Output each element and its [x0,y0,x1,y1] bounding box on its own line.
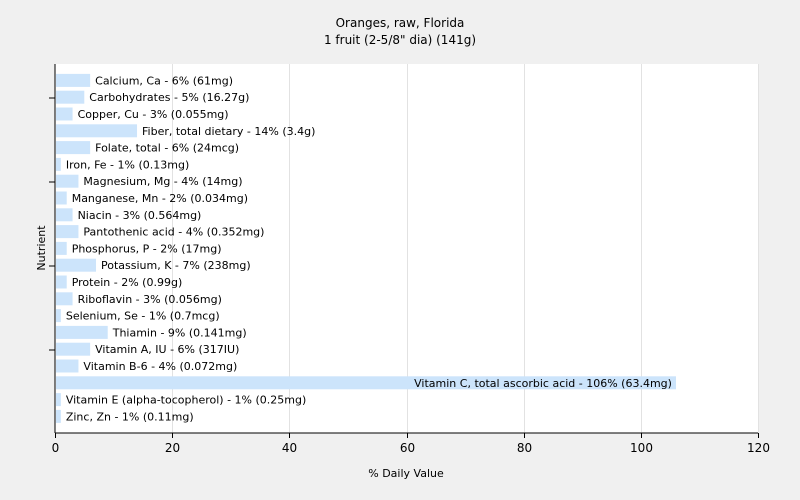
bar [56,241,67,255]
chart-subtitle: 1 fruit (2-5/8" dia) (141g) [324,33,476,47]
bar-label: Vitamin B-6 - 4% (0.072mg) [83,360,237,373]
bar-label: Selenium, Se - 1% (0.7mcg) [66,310,220,323]
bar-labels: Calcium, Ca - 6% (61mg) Carbohydrates - 5… [66,74,672,423]
bar [56,208,73,222]
bar-label: Magnesium, Mg - 4% (14mg) [83,175,242,188]
bar [56,124,138,138]
bar-label: Phosphorus, P - 2% (17mg) [72,242,222,255]
x-tick-label: 0 [52,441,60,455]
bar [56,157,61,171]
bar [56,107,73,121]
y-axis-label: Nutrient [35,225,48,271]
x-tick-label: 100 [630,441,653,455]
bar-label: Fiber, total dietary - 14% (3.4g) [142,125,315,138]
bar-label: Vitamin C, total ascorbic acid - 106% (6… [414,377,672,390]
bars [56,73,676,423]
bar [56,258,97,272]
bar [56,73,91,87]
x-tick-label: 120 [747,441,770,455]
bar [56,90,85,104]
bar-label: Pantothenic acid - 4% (0.352mg) [83,226,264,239]
bar [56,342,91,356]
chart-title: Oranges, raw, Florida [336,16,465,30]
bar [56,393,61,407]
bar-label: Potassium, K - 7% (238mg) [101,259,251,272]
bar-label: Manganese, Mn - 2% (0.034mg) [72,192,248,205]
bar [56,292,73,306]
bar-label: Copper, Cu - 3% (0.055mg) [78,108,229,121]
bar [56,325,108,339]
x-tick-label: 40 [282,441,297,455]
bar [56,359,79,373]
bar [56,141,91,155]
x-axis-label: % Daily Value [368,467,444,480]
bar [56,174,79,188]
x-tick-label: 80 [517,441,532,455]
gridlines [172,64,759,433]
bar [56,309,61,323]
bar-label: Iron, Fe - 1% (0.13mg) [66,158,189,171]
bar-label: Niacin - 3% (0.564mg) [78,209,202,222]
bar-label: Protein - 2% (0.99g) [72,276,183,289]
bar [56,225,79,239]
bar-label: Vitamin A, IU - 6% (317IU) [95,343,239,356]
bar-label: Carbohydrates - 5% (16.27g) [89,91,249,104]
bar-label: Zinc, Zn - 1% (0.11mg) [66,410,194,423]
x-tick-label: 20 [165,441,180,455]
x-tick-labels: 0 20 40 60 80 100 120 [52,433,770,455]
bar [56,275,67,289]
bar [56,376,676,390]
bar-label: Riboflavin - 3% (0.056mg) [78,293,222,306]
bar-label: Vitamin E (alpha-tocopherol) - 1% (0.25m… [66,394,306,407]
bar-label: Thiamin - 9% (0.141mg) [112,326,247,339]
bar-label: Calcium, Ca - 6% (61mg) [95,74,233,87]
bar-label: Folate, total - 6% (24mcg) [95,142,239,155]
x-tick-label: 60 [400,441,415,455]
bar [56,191,67,205]
bar [56,409,61,423]
